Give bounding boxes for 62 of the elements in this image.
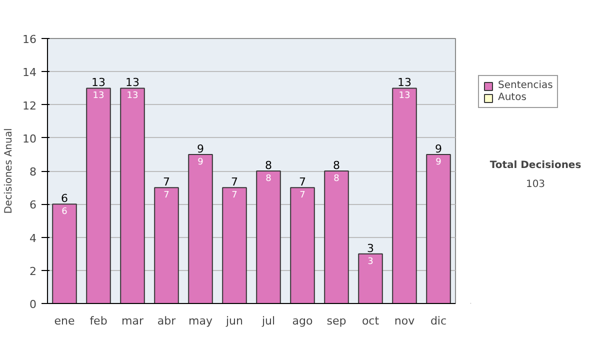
y-tick-label: 10 — [22, 132, 37, 146]
legend-label: Sentencias — [498, 80, 553, 91]
data-label: 8 — [266, 174, 272, 184]
x-tick-label: feb — [90, 314, 108, 328]
y-tick-label: 14 — [22, 66, 37, 80]
data-label: 3 — [368, 256, 374, 267]
x-tick-label: jul — [260, 314, 276, 328]
bar — [222, 187, 247, 304]
total-label: 7 — [231, 176, 238, 189]
bar — [120, 88, 145, 304]
bar — [392, 88, 417, 304]
x-tick-label: sep — [326, 314, 346, 328]
total-label: 3 — [367, 242, 374, 255]
total-label: 8 — [333, 159, 340, 172]
x-tick-label: abr — [157, 314, 176, 328]
y-tick-label: 0 — [30, 298, 36, 311]
bar — [52, 204, 77, 304]
total-label: 6 — [61, 192, 68, 206]
total-label: 13 — [92, 76, 106, 90]
bar — [358, 253, 383, 304]
text: 103 — [526, 178, 546, 190]
bar — [426, 154, 451, 304]
bar — [154, 187, 179, 304]
total-label: 9 — [435, 142, 442, 156]
data-label: 9 — [198, 157, 204, 168]
data-label: 7 — [300, 190, 306, 201]
x-tick-label: ene — [54, 314, 75, 328]
bar — [324, 170, 349, 304]
data-label: 6 — [62, 207, 68, 218]
y-tick-label: 6 — [30, 198, 36, 212]
data-label: 7 — [232, 190, 238, 201]
text: Total Decisiones — [490, 160, 582, 171]
x-tick-label: mar — [122, 314, 144, 328]
x-tick-label: ago — [292, 314, 313, 328]
y-tick-label: 8 — [30, 166, 36, 178]
total-label: 9 — [197, 142, 204, 156]
bar — [86, 88, 111, 304]
data-label: 13 — [398, 91, 410, 102]
x-tick-label: nov — [394, 314, 416, 328]
total-label: 13 — [126, 76, 140, 90]
bar — [188, 154, 213, 304]
bar — [256, 170, 281, 304]
legend-label: Autos — [498, 92, 526, 103]
x-tick-label: dic — [430, 314, 447, 328]
total-label: 13 — [398, 76, 412, 90]
x-tick-label: oct — [362, 314, 380, 328]
x-tick-label: may — [188, 314, 213, 328]
y-axis-title: Decisiones Anual — [4, 128, 15, 214]
bar — [290, 187, 315, 304]
data-label: 8 — [334, 174, 340, 184]
data-label: 13 — [92, 91, 104, 102]
y-tick-label: 12 — [22, 99, 37, 112]
y-tick-label: 16 — [22, 33, 37, 46]
x-tick-label: jun — [225, 314, 244, 328]
total-label: 7 — [299, 176, 306, 189]
data-label: 13 — [126, 91, 138, 102]
data-label: 7 — [164, 190, 170, 201]
y-tick-label: 4 — [30, 232, 36, 245]
y-tick-label: 2 — [30, 264, 36, 278]
total-label: 7 — [163, 176, 170, 189]
data-label: 9 — [436, 157, 442, 168]
total-label: 8 — [265, 159, 272, 172]
